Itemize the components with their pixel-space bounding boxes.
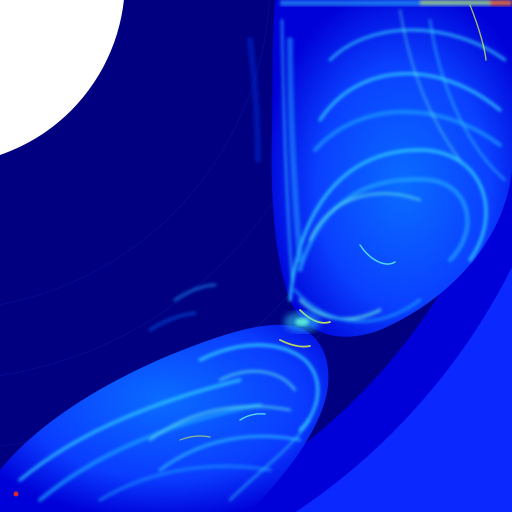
annulus-hole [0,0,124,155]
inner-band-streaks [148,37,261,332]
lower-lobe [0,324,329,512]
top-edge-streaks [280,0,512,6]
pinch-point [284,312,320,332]
hotspot [13,491,19,497]
